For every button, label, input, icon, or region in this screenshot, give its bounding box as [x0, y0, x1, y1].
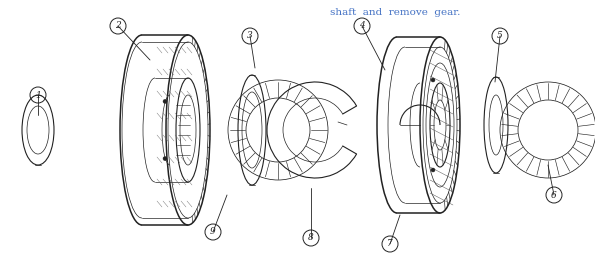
Text: 5: 5 [497, 31, 503, 41]
Text: 1: 1 [35, 90, 41, 100]
Circle shape [431, 168, 435, 172]
Text: shaft  and  remove  gear.: shaft and remove gear. [330, 8, 460, 17]
Circle shape [431, 78, 435, 82]
Text: 4: 4 [359, 21, 365, 30]
Text: 7: 7 [387, 239, 393, 248]
Text: 9: 9 [210, 227, 216, 237]
Text: 3: 3 [247, 31, 253, 41]
Circle shape [163, 99, 167, 103]
Circle shape [163, 157, 167, 161]
Text: 8: 8 [308, 233, 314, 243]
Text: 2: 2 [115, 21, 121, 30]
Text: 6: 6 [551, 190, 557, 199]
